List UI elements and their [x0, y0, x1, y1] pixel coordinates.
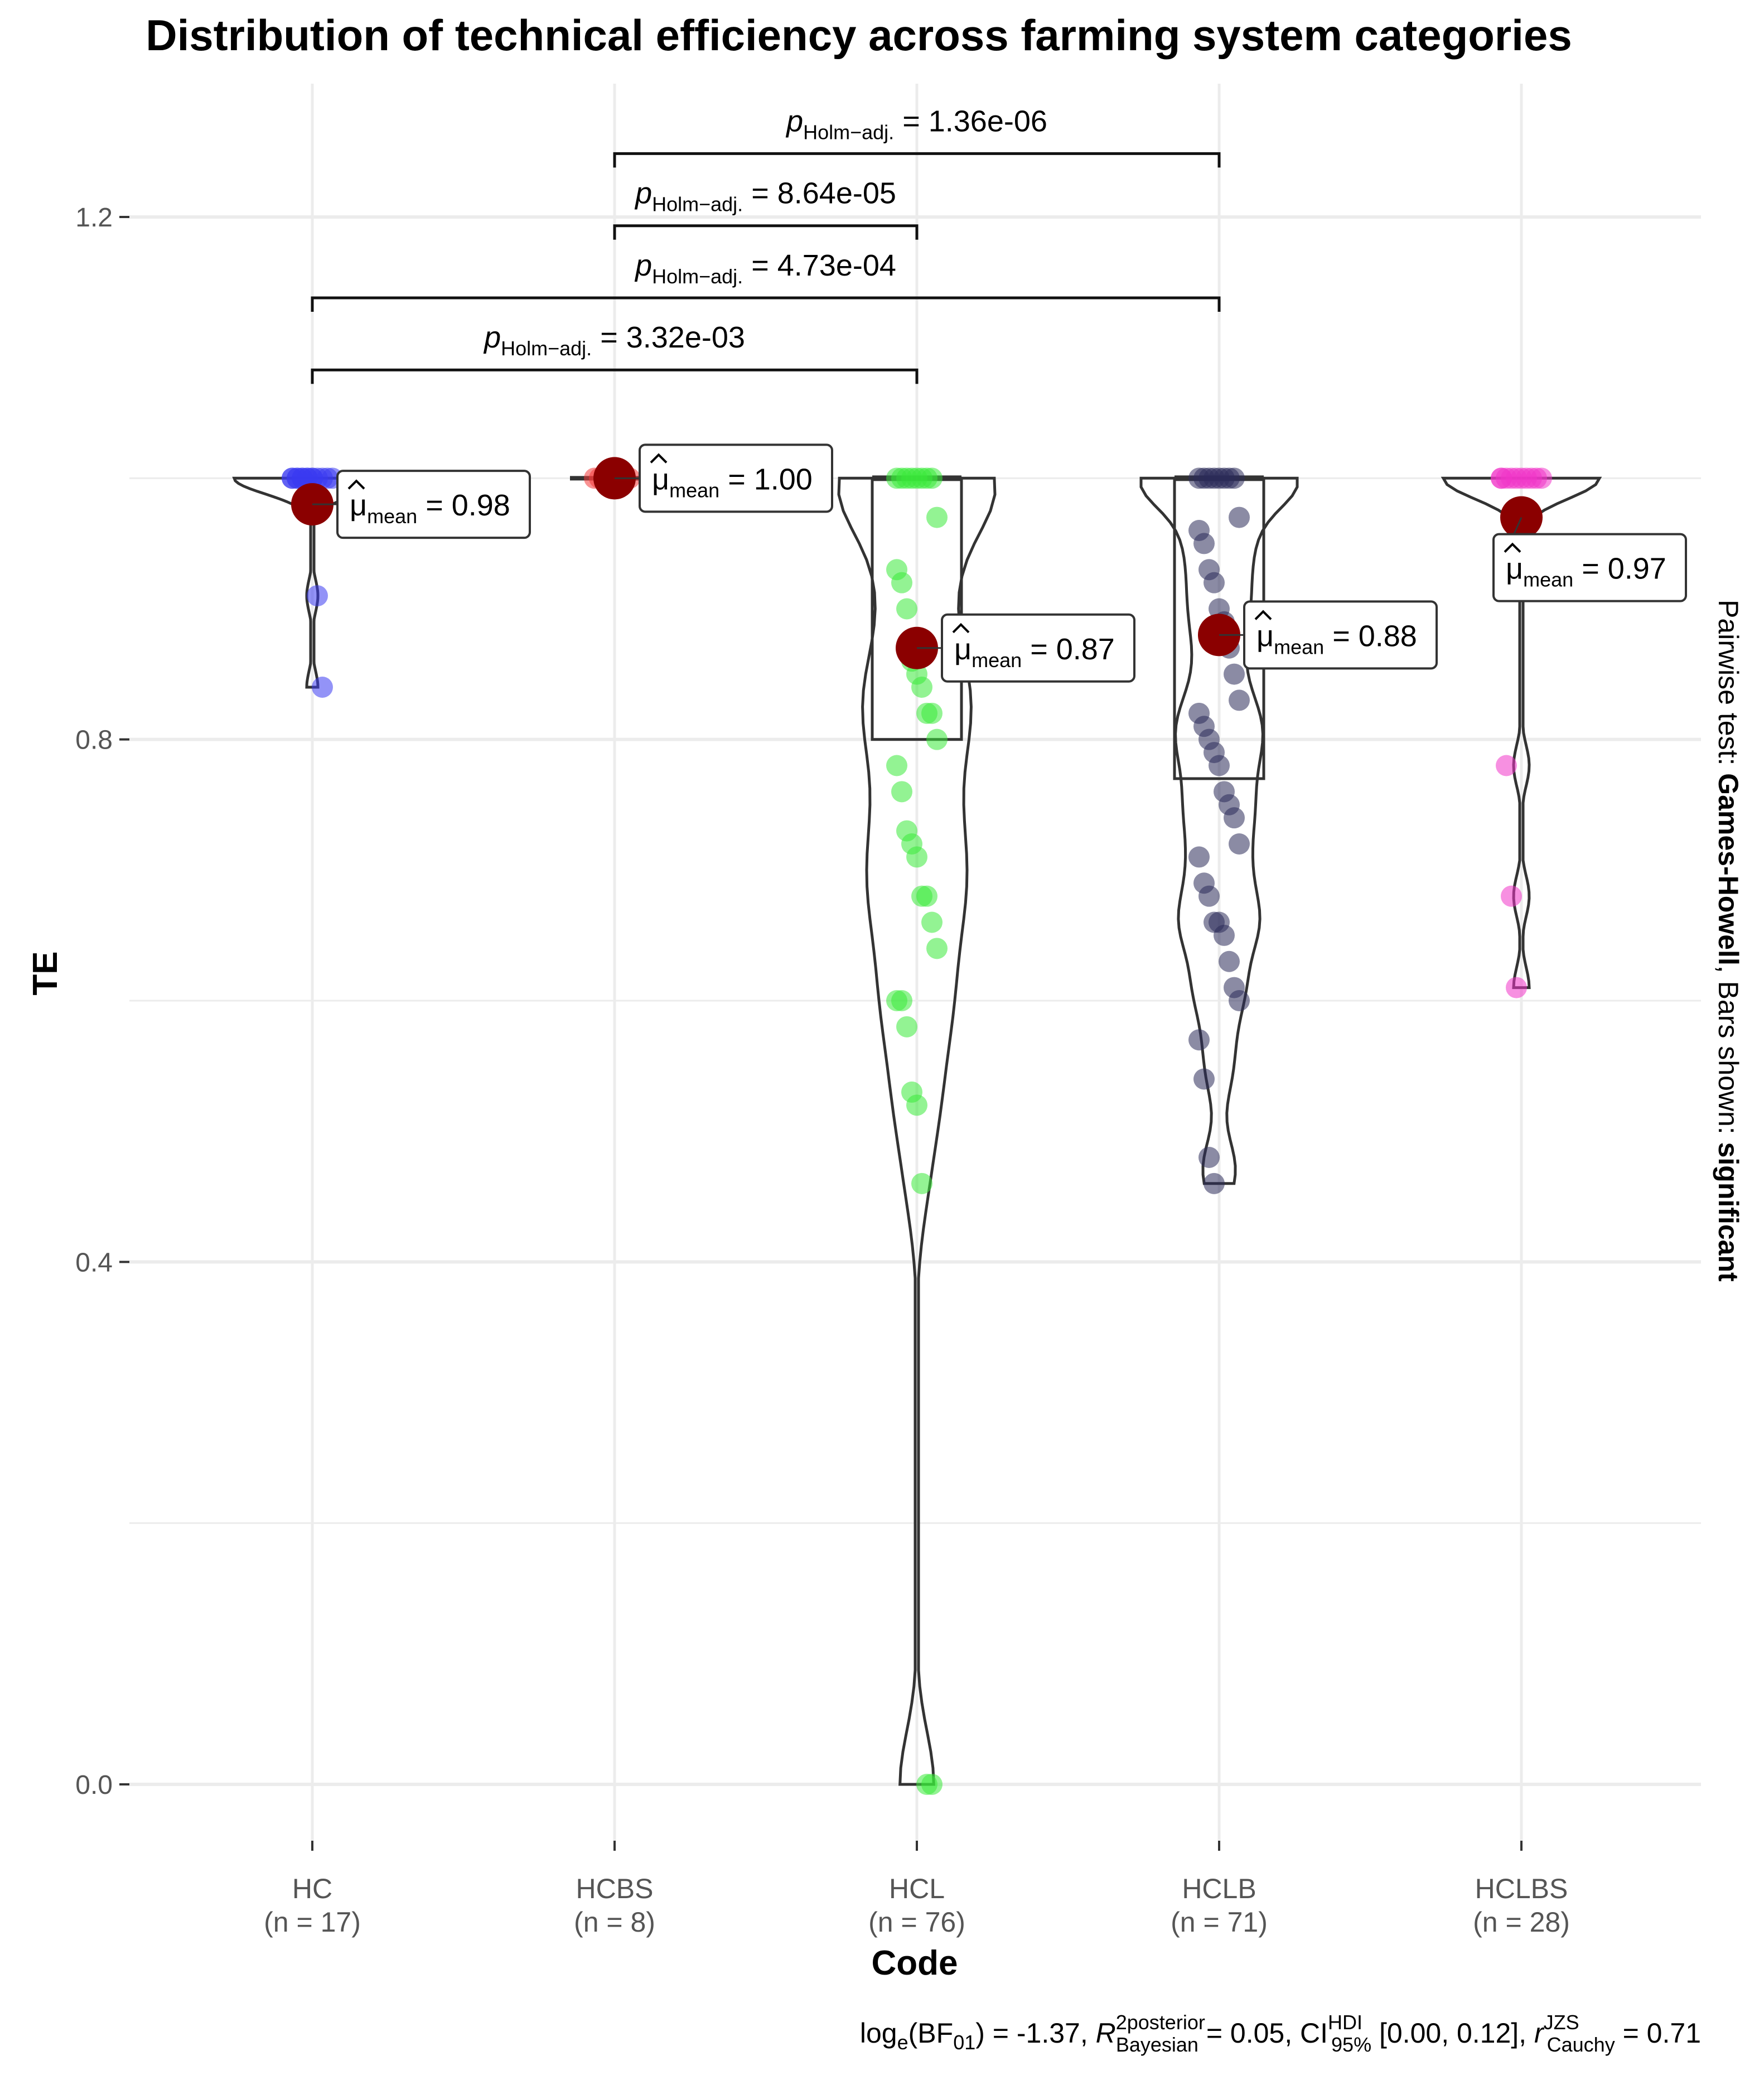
- point-hclbs: [1496, 755, 1517, 776]
- x-tick-label: HCL: [889, 1873, 945, 1904]
- mean-hat-icon: [952, 622, 970, 634]
- y-tick-label: 0.4: [75, 1248, 113, 1277]
- pairwise-bracket: [311, 368, 919, 384]
- pairwise-bracket: [311, 296, 1221, 312]
- point-hcl: [886, 755, 907, 776]
- point-hcl: [896, 598, 917, 620]
- point-hclb: [1188, 1029, 1210, 1051]
- point-hclb: [1229, 990, 1250, 1011]
- mean-label-hcbs: μmean = 1.00: [652, 462, 813, 501]
- mean-label-hc: μmean = 0.98: [350, 489, 510, 528]
- x-tick-label: HC: [292, 1873, 332, 1904]
- point-hc: [312, 677, 333, 698]
- mean-label-box-hclbs: [1492, 533, 1687, 602]
- bayes-caption: loge(BF01) = -1.37, R2posterior Bayesian …: [860, 2011, 1701, 2056]
- point-hclb: [1229, 506, 1250, 528]
- mean-hat-icon: [1504, 542, 1521, 553]
- pairwise-bracket: [613, 224, 919, 240]
- point-hclb: [1229, 833, 1250, 855]
- mean-label-box-hc: [336, 470, 531, 539]
- mean-label-box-hcl: [941, 613, 1135, 683]
- point-hclb: [1224, 807, 1245, 829]
- point-hc: [302, 467, 323, 489]
- y-axis: 0.0 0.4 0.8 1.2: [75, 203, 129, 1800]
- violin-hclb: [1139, 476, 1299, 1185]
- pairwise-brackets: pHolm−adj. = 1.36e-06 pHolm−adj. = 8.64e-…: [311, 104, 1221, 384]
- mean-label-hclbs: μmean = 0.97: [1506, 552, 1666, 591]
- point-hcl: [911, 1172, 932, 1194]
- point-hcl: [921, 467, 943, 489]
- point-hclb: [1219, 950, 1240, 972]
- point-hcl: [911, 677, 932, 698]
- x-tick-label: HCLBS: [1475, 1873, 1568, 1904]
- y-tick-label: 1.2: [75, 203, 113, 233]
- x-tick-count: (n = 71): [1171, 1907, 1268, 1938]
- pairwise-p-label: pHolm−adj. = 3.32e-03: [483, 321, 745, 360]
- pairwise-p-label: pHolm−adj. = 4.73e-04: [634, 249, 896, 288]
- mean-hat-icon: [347, 479, 365, 490]
- x-tick-label: HCBS: [576, 1873, 654, 1904]
- point-hclb: [1209, 755, 1230, 776]
- point-hc: [307, 585, 328, 607]
- point-hcl: [926, 728, 948, 750]
- mean-hat-icon: [1254, 610, 1272, 620]
- point-hclb: [1224, 663, 1245, 685]
- pairwise-test-note: Pairwise test: Games-Howell, Bars shown:…: [1713, 600, 1744, 1282]
- point-hclb: [1198, 885, 1220, 907]
- mean-markers: μmean = 0.98 μmean = 1.00 μmean = 0.87 μmea…: [291, 443, 1687, 683]
- x-tick-count: (n = 8): [574, 1907, 655, 1938]
- point-hclbs: [1506, 977, 1527, 998]
- point-hcl: [891, 572, 912, 593]
- point-hclb: [1188, 846, 1210, 868]
- point-hclb: [1198, 1147, 1220, 1168]
- point-hclbs: [1531, 467, 1552, 489]
- chart-title: Distribution of technical efficiency acr…: [146, 11, 1572, 60]
- pairwise-p-label: pHolm−adj. = 8.64e-05: [634, 177, 896, 216]
- x-tick-label: HCLB: [1182, 1873, 1256, 1904]
- mean-label-box-hclb: [1243, 600, 1438, 670]
- y-tick-label: 0.8: [75, 726, 113, 755]
- point-hclb: [1204, 572, 1225, 593]
- point-hclbs: [1501, 885, 1522, 907]
- point-hclb: [1224, 467, 1245, 489]
- pairwise-bracket: [613, 152, 1221, 168]
- point-hcl: [906, 1094, 927, 1116]
- point-hclb: [1193, 533, 1215, 554]
- violin-hcl: [837, 476, 997, 1786]
- point-hclb: [1229, 689, 1250, 711]
- point-hclb: [1204, 1172, 1225, 1194]
- y-tick-label: 0.0: [75, 1770, 113, 1800]
- point-hclb: [1214, 924, 1235, 946]
- point-hcl: [891, 781, 912, 803]
- mean-label-hclb: μmean = 0.88: [1256, 619, 1417, 658]
- violin-hc: [232, 476, 393, 689]
- point-hclbs: [1491, 467, 1512, 489]
- y-axis-title: TE: [26, 951, 65, 995]
- point-hcl: [916, 885, 937, 907]
- x-axis: HC(n = 17)HCBS(n = 8)HCL(n = 76)HCLB(n =…: [264, 1841, 1570, 1938]
- point-hcl: [896, 1016, 917, 1037]
- mean-hat-icon: [650, 453, 668, 464]
- side-note-text: Pairwise test: Games-Howell, Bars shown:…: [1713, 600, 1744, 1282]
- point-hcl: [921, 702, 943, 724]
- point-hcl: [906, 846, 927, 868]
- data-points: [282, 467, 1552, 1795]
- caption-text: loge(BF01) = -1.37, R2posterior Bayesian …: [860, 2011, 1701, 2056]
- point-hcl: [921, 911, 943, 933]
- mean-label-box-hcbs: [639, 443, 833, 513]
- x-tick-count: (n = 17): [264, 1907, 361, 1938]
- point-hcl: [891, 990, 912, 1011]
- point-hcl: [921, 1774, 943, 1795]
- point-hclb: [1193, 1068, 1215, 1090]
- point-hcl: [926, 938, 948, 959]
- point-hcl: [926, 506, 948, 528]
- violin-hclbs: [1441, 476, 1602, 990]
- x-tick-count: (n = 76): [868, 1907, 965, 1938]
- pairwise-p-label: pHolm−adj. = 1.36e-06: [785, 104, 1047, 143]
- x-axis-title: Code: [872, 1944, 958, 1982]
- x-tick-count: (n = 28): [1473, 1907, 1570, 1938]
- mean-label-hcl: μmean = 0.87: [954, 633, 1115, 672]
